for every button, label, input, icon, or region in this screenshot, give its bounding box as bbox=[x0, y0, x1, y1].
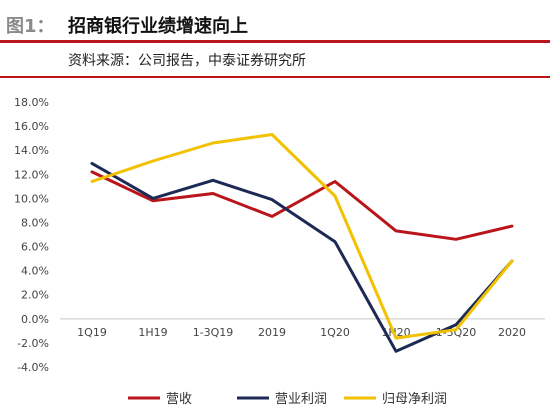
x-tick-label: 1H19 bbox=[138, 326, 167, 339]
series-line-operating-profit bbox=[90, 161, 514, 353]
y-tick-label: 16.0% bbox=[14, 120, 49, 133]
legend-label: 营收 bbox=[166, 392, 192, 407]
series-line-revenue bbox=[90, 170, 514, 241]
x-tick-label: 1Q19 bbox=[77, 326, 107, 339]
figure-title: 招商银行业绩增速向上 bbox=[68, 16, 248, 37]
y-tick-label: 0.0% bbox=[21, 313, 49, 326]
y-tick-label: 2.0% bbox=[21, 289, 49, 302]
figure-label: 图1： bbox=[6, 16, 55, 37]
line-chart: 18.0% 16.0% 14.0% 12.0% 10.0% 8.0% 6.0% 4.0% 2.0… bbox=[14, 96, 545, 407]
y-tick-label: 10.0% bbox=[14, 192, 49, 205]
y-tick-label: -2.0% bbox=[17, 337, 49, 350]
x-tick-label: 1Q20 bbox=[320, 326, 350, 339]
series-layer bbox=[90, 133, 514, 353]
figure-source: 资料来源：公司报告，中泰证券研究所 bbox=[68, 53, 306, 69]
series-line-net-profit bbox=[90, 133, 514, 340]
x-tick-label: 1-3Q19 bbox=[193, 326, 234, 339]
y-tick-label: 8.0% bbox=[21, 216, 49, 229]
figure-header: 图1： 招商银行业绩增速向上 资料来源：公司报告，中泰证券研究所 bbox=[0, 0, 550, 82]
header-rule-top bbox=[0, 40, 550, 43]
y-tick-label: 12.0% bbox=[14, 168, 49, 181]
y-axis: 18.0% 16.0% 14.0% 12.0% 10.0% 8.0% 6.0% 4.0% 2.0… bbox=[14, 96, 545, 374]
y-tick-label: 6.0% bbox=[21, 241, 49, 254]
legend-label: 营业利润 bbox=[275, 392, 327, 407]
header-rule-bottom bbox=[0, 76, 550, 78]
legend-label: 归母净利润 bbox=[382, 392, 447, 407]
y-tick-label: 14.0% bbox=[14, 144, 49, 157]
y-tick-label: 4.0% bbox=[21, 265, 49, 278]
legend: 营收 营业利润 归母净利润 bbox=[128, 392, 447, 407]
x-tick-label: 2019 bbox=[258, 326, 286, 339]
y-tick-label: 18.0% bbox=[14, 96, 49, 109]
x-tick-label: 2020 bbox=[498, 326, 526, 339]
y-tick-label: -4.0% bbox=[17, 361, 49, 374]
